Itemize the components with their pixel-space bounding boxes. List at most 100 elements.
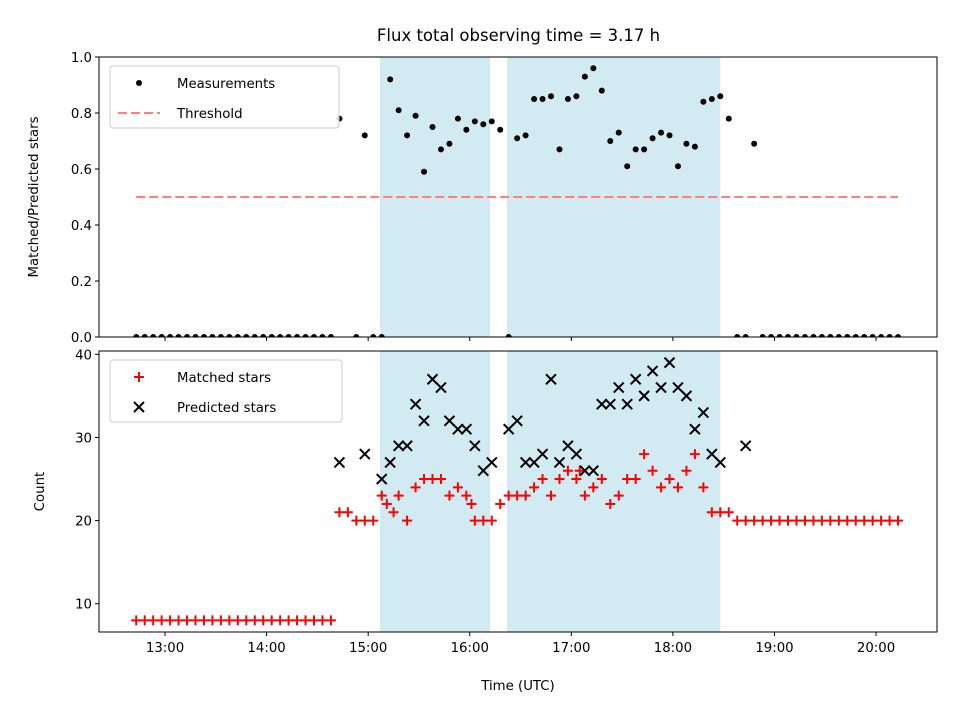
measurement-point	[158, 334, 165, 337]
measurement-point	[522, 132, 529, 139]
matched-point	[639, 449, 650, 460]
measurement-point	[573, 93, 580, 100]
measurement-point	[243, 334, 250, 337]
measurement-point	[742, 334, 749, 337]
matched-point	[808, 515, 819, 526]
predicted-point	[638, 390, 650, 402]
measurement-point	[454, 115, 461, 122]
measurement-point	[370, 334, 377, 337]
measurement-point	[361, 132, 368, 139]
measurement-point	[895, 334, 902, 337]
measurement-point	[184, 334, 191, 337]
predicted-point	[680, 390, 693, 402]
predicted-point	[443, 415, 456, 427]
legend-measurement-marker	[136, 80, 142, 86]
measurement-point	[886, 334, 893, 337]
measurement-point	[175, 334, 182, 337]
matched-point	[876, 515, 887, 526]
predicted-point	[570, 448, 583, 460]
measurement-point	[717, 93, 724, 100]
count-series-matched-stars	[131, 449, 904, 626]
measurement-point	[353, 334, 360, 337]
measurement-point	[810, 334, 817, 337]
matched-point	[529, 482, 540, 493]
matched-point	[495, 498, 506, 509]
measurement-point	[759, 334, 766, 337]
measurement-point	[395, 107, 402, 114]
predicted-point	[486, 456, 498, 469]
predicted-point	[460, 423, 473, 435]
measurement-point	[691, 143, 698, 150]
measurement-point	[234, 334, 241, 337]
ratio-plot-area	[133, 65, 902, 337]
predicted-point	[613, 381, 625, 394]
predicted-point	[604, 398, 616, 410]
matched-point	[893, 515, 904, 526]
matched-point	[388, 507, 399, 518]
matched-point	[537, 474, 548, 485]
measurement-point	[615, 129, 622, 136]
predicted-point	[511, 415, 523, 427]
matched-point	[444, 490, 455, 501]
measurement-point	[387, 76, 394, 83]
matched-point	[131, 615, 142, 626]
matched-point	[466, 498, 477, 509]
matched-point	[740, 515, 751, 526]
count-x-tick-label: 18:00	[654, 641, 692, 656]
predicted-point	[545, 373, 557, 385]
matched-point	[165, 615, 176, 626]
measurement-point	[768, 334, 775, 337]
matched-point	[562, 465, 573, 476]
predicted-point	[359, 448, 371, 460]
measurement-point	[421, 168, 428, 175]
matched-point	[799, 515, 810, 526]
predicted-point	[418, 415, 430, 427]
matched-point	[258, 615, 269, 626]
measurement-point	[835, 334, 842, 337]
measurement-point	[539, 96, 546, 102]
matched-point	[622, 474, 633, 485]
matched-point	[469, 515, 480, 526]
count-y-tick-label: 30	[75, 431, 92, 446]
measurement-point	[590, 65, 597, 72]
matched-point	[596, 474, 607, 485]
predicted-point	[409, 398, 422, 410]
measurement-point	[319, 334, 326, 337]
measurement-point	[793, 334, 800, 337]
legend-label-matched-stars: Matched stars	[177, 371, 271, 386]
matched-point	[232, 615, 243, 626]
predicted-point	[519, 456, 532, 469]
count-y-tick-label: 20	[75, 515, 92, 530]
count-x-tick-label: 17:00	[552, 641, 590, 656]
matched-point	[588, 482, 599, 493]
predicted-point	[655, 381, 667, 394]
matched-point	[613, 490, 624, 501]
predicted-point	[739, 440, 752, 452]
matched-point	[749, 515, 760, 526]
measurement-point	[192, 334, 199, 337]
matched-point	[402, 515, 413, 526]
matched-point	[275, 615, 286, 626]
matched-point	[766, 515, 777, 526]
ratio-y-axis-label: Matched/Predicted stars	[27, 116, 42, 277]
matched-point	[190, 615, 201, 626]
predicted-point	[706, 448, 718, 460]
matched-point	[520, 490, 531, 501]
count-plot-area	[131, 356, 904, 626]
figure-title: Flux total observing time = 3.17 h	[377, 26, 660, 45]
measurement-point	[514, 135, 521, 142]
measurement-point	[818, 334, 825, 337]
count-panel: 10 20 30 40 13:00 14:00 15:00 16:00 17:00 18:00 19…	[33, 348, 938, 694]
matched-point	[867, 515, 878, 526]
measurement-point	[878, 334, 885, 337]
predicted-point	[333, 456, 346, 469]
measurement-point	[311, 334, 318, 337]
count-y-tick-label: 10	[75, 598, 92, 613]
measurement-point	[480, 121, 487, 128]
matched-point	[842, 515, 853, 526]
measurement-point	[548, 93, 555, 100]
matched-point	[486, 515, 497, 526]
matched-point	[148, 615, 159, 626]
matched-point	[309, 615, 320, 626]
measurement-point	[801, 334, 808, 337]
